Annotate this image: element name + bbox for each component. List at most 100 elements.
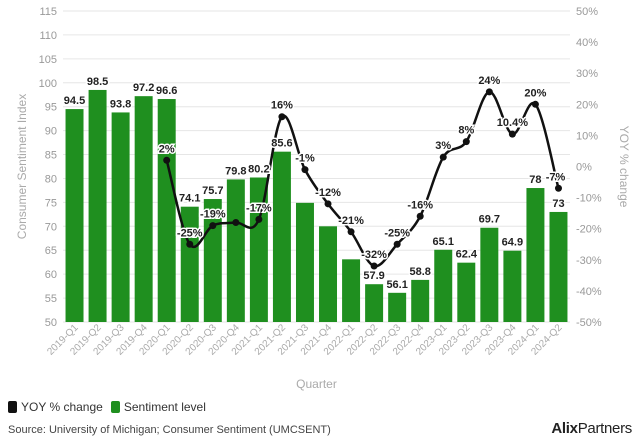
bar-value-label: 80.2: [248, 164, 269, 176]
legend-label-yoy: YOY % change: [21, 400, 103, 414]
yoy-point: [554, 184, 562, 192]
bar-value-label: 93.8: [110, 98, 131, 110]
bar: [249, 177, 268, 322]
yoy-value-label: -17%: [246, 202, 272, 214]
yoy-point: [232, 218, 240, 226]
yoy-value-label: 24%: [478, 75, 500, 87]
legend-label-sentiment: Sentiment level: [123, 400, 206, 414]
x-axis-title: Quarter: [296, 377, 337, 391]
y-tick-label: 115: [39, 6, 57, 18]
bar: [411, 279, 430, 322]
yoy-point: [439, 153, 447, 161]
bar: [526, 188, 545, 322]
legend-item-yoy[interactable]: YOY % change: [8, 400, 103, 414]
bar: [65, 109, 84, 322]
legend-item-sentiment[interactable]: Sentiment level: [110, 400, 206, 414]
bar-value-label: 65.1: [433, 236, 454, 248]
yoy-point: [255, 215, 263, 223]
bar: [319, 226, 338, 322]
bar-value-label: 64.9: [502, 237, 523, 249]
bar-value-label: 69.7: [479, 214, 500, 226]
yoy-point: [531, 100, 539, 108]
bar-value-label: 57.9: [363, 270, 384, 282]
yoy-point: [163, 156, 171, 164]
y-tick-label: 70: [45, 221, 57, 233]
bar-value-label: 85.6: [271, 138, 292, 150]
y2-tick-label: 40%: [576, 37, 598, 49]
brand-logo: AlixPartners: [551, 420, 632, 437]
y2-tick-label: 10%: [576, 130, 598, 142]
y-tick-label: 85: [45, 150, 57, 162]
yoy-point: [324, 200, 332, 208]
bar: [88, 89, 107, 322]
y2-axis-title: YOY % change: [617, 126, 631, 208]
yoy-value-label: 16%: [271, 100, 293, 112]
y-tick-label: 100: [39, 78, 57, 90]
bar-value-label: 75.7: [202, 185, 223, 197]
bar: [134, 96, 153, 322]
bar: [480, 227, 499, 322]
chart: 50 55 60 65 70 75 80 85 90 95 100 105 110 115 -50% -40%…: [15, 6, 631, 391]
legend-swatch-sentiment: [110, 401, 120, 413]
bar: [365, 284, 384, 322]
yoy-point: [508, 130, 516, 138]
yoy-point: [347, 228, 355, 236]
y2-tick-label: -10%: [576, 193, 602, 205]
y-tick-label: 75: [45, 197, 57, 209]
bar: [457, 262, 476, 322]
yoy-point: [301, 166, 309, 174]
y2-tick-label: -40%: [576, 286, 602, 298]
bar: [295, 202, 314, 322]
bar-value-label: 74.1: [179, 193, 200, 205]
bar-value-label: 78: [529, 174, 541, 186]
yoy-value-label: -12%: [315, 187, 341, 199]
y2-tick-label: -50%: [576, 317, 602, 329]
yoy-value-label: -21%: [338, 215, 364, 227]
y2-tick-label: 30%: [576, 68, 598, 80]
bar-value-label: 79.8: [225, 165, 246, 177]
yoy-value-label: 3%: [435, 140, 451, 152]
y-tick-label: 110: [39, 30, 57, 42]
yoy-value-label: 10.4%: [497, 117, 528, 129]
bar-value-label: 96.6: [156, 85, 177, 97]
yoy-point: [416, 212, 424, 220]
yoy-point: [485, 88, 493, 96]
yoy-value-label: -16%: [407, 199, 433, 211]
bar-value-label: 97.2: [133, 82, 154, 94]
yoy-value-label: -7%: [546, 171, 566, 183]
yoy-value-label: 2%: [159, 143, 175, 155]
y-axis-title: Consumer Sentiment Index: [15, 94, 29, 239]
bar: [434, 249, 453, 322]
bar-value-label: 94.5: [64, 95, 85, 107]
yoy-point: [278, 113, 286, 121]
y2-tick-label: 50%: [576, 6, 598, 18]
bar-value-label: 62.4: [456, 249, 478, 261]
yoy-point: [209, 222, 217, 230]
yoy-point: [370, 262, 378, 270]
y-tick-label: 95: [45, 102, 57, 114]
bar: [111, 112, 130, 323]
y-tick-label: 55: [45, 293, 57, 305]
yoy-value-label: 8%: [458, 125, 474, 137]
bar-value-label: 56.1: [386, 279, 407, 291]
y2-tick-label: 0%: [576, 162, 592, 174]
bar-value-label: 58.8: [409, 266, 430, 278]
y-tick-label: 90: [45, 126, 57, 138]
y2-tick-label: -20%: [576, 224, 602, 236]
yoy-point: [186, 240, 194, 248]
y-tick-label: 80: [45, 173, 57, 185]
yoy-value-label: -25%: [384, 227, 410, 239]
bar: [272, 151, 291, 322]
source-note: Source: University of Michigan; Consumer…: [8, 424, 331, 436]
y-tick-label: 65: [45, 245, 57, 257]
y-tick-label: 60: [45, 269, 57, 281]
y-tick-label: 105: [39, 54, 57, 66]
yoy-point: [393, 240, 401, 248]
bar: [342, 259, 361, 322]
bar: [549, 211, 568, 322]
y-tick-label: 50: [45, 317, 57, 329]
bar-value-label: 98.5: [87, 76, 108, 88]
y2-tick-label: -30%: [576, 255, 602, 267]
bar: [503, 250, 522, 322]
bar-value-label: 73: [552, 198, 564, 210]
